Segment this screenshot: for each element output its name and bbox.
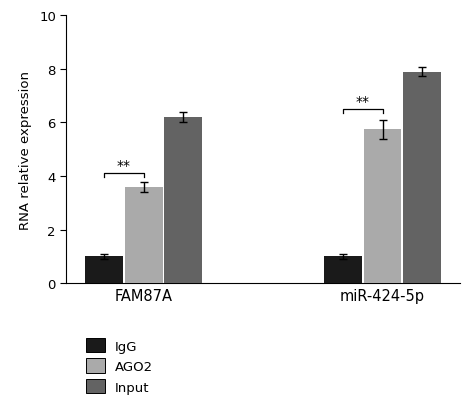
Bar: [324, 257, 362, 283]
Bar: [125, 187, 163, 284]
Legend: IgG, AGO2, Input: IgG, AGO2, Input: [81, 333, 158, 399]
Bar: [403, 72, 441, 283]
Text: **: **: [117, 159, 131, 173]
Bar: [364, 130, 401, 284]
Bar: [85, 257, 123, 283]
Y-axis label: RNA relative expression: RNA relative expression: [19, 70, 32, 229]
Bar: [164, 118, 202, 284]
Text: **: **: [356, 94, 370, 109]
